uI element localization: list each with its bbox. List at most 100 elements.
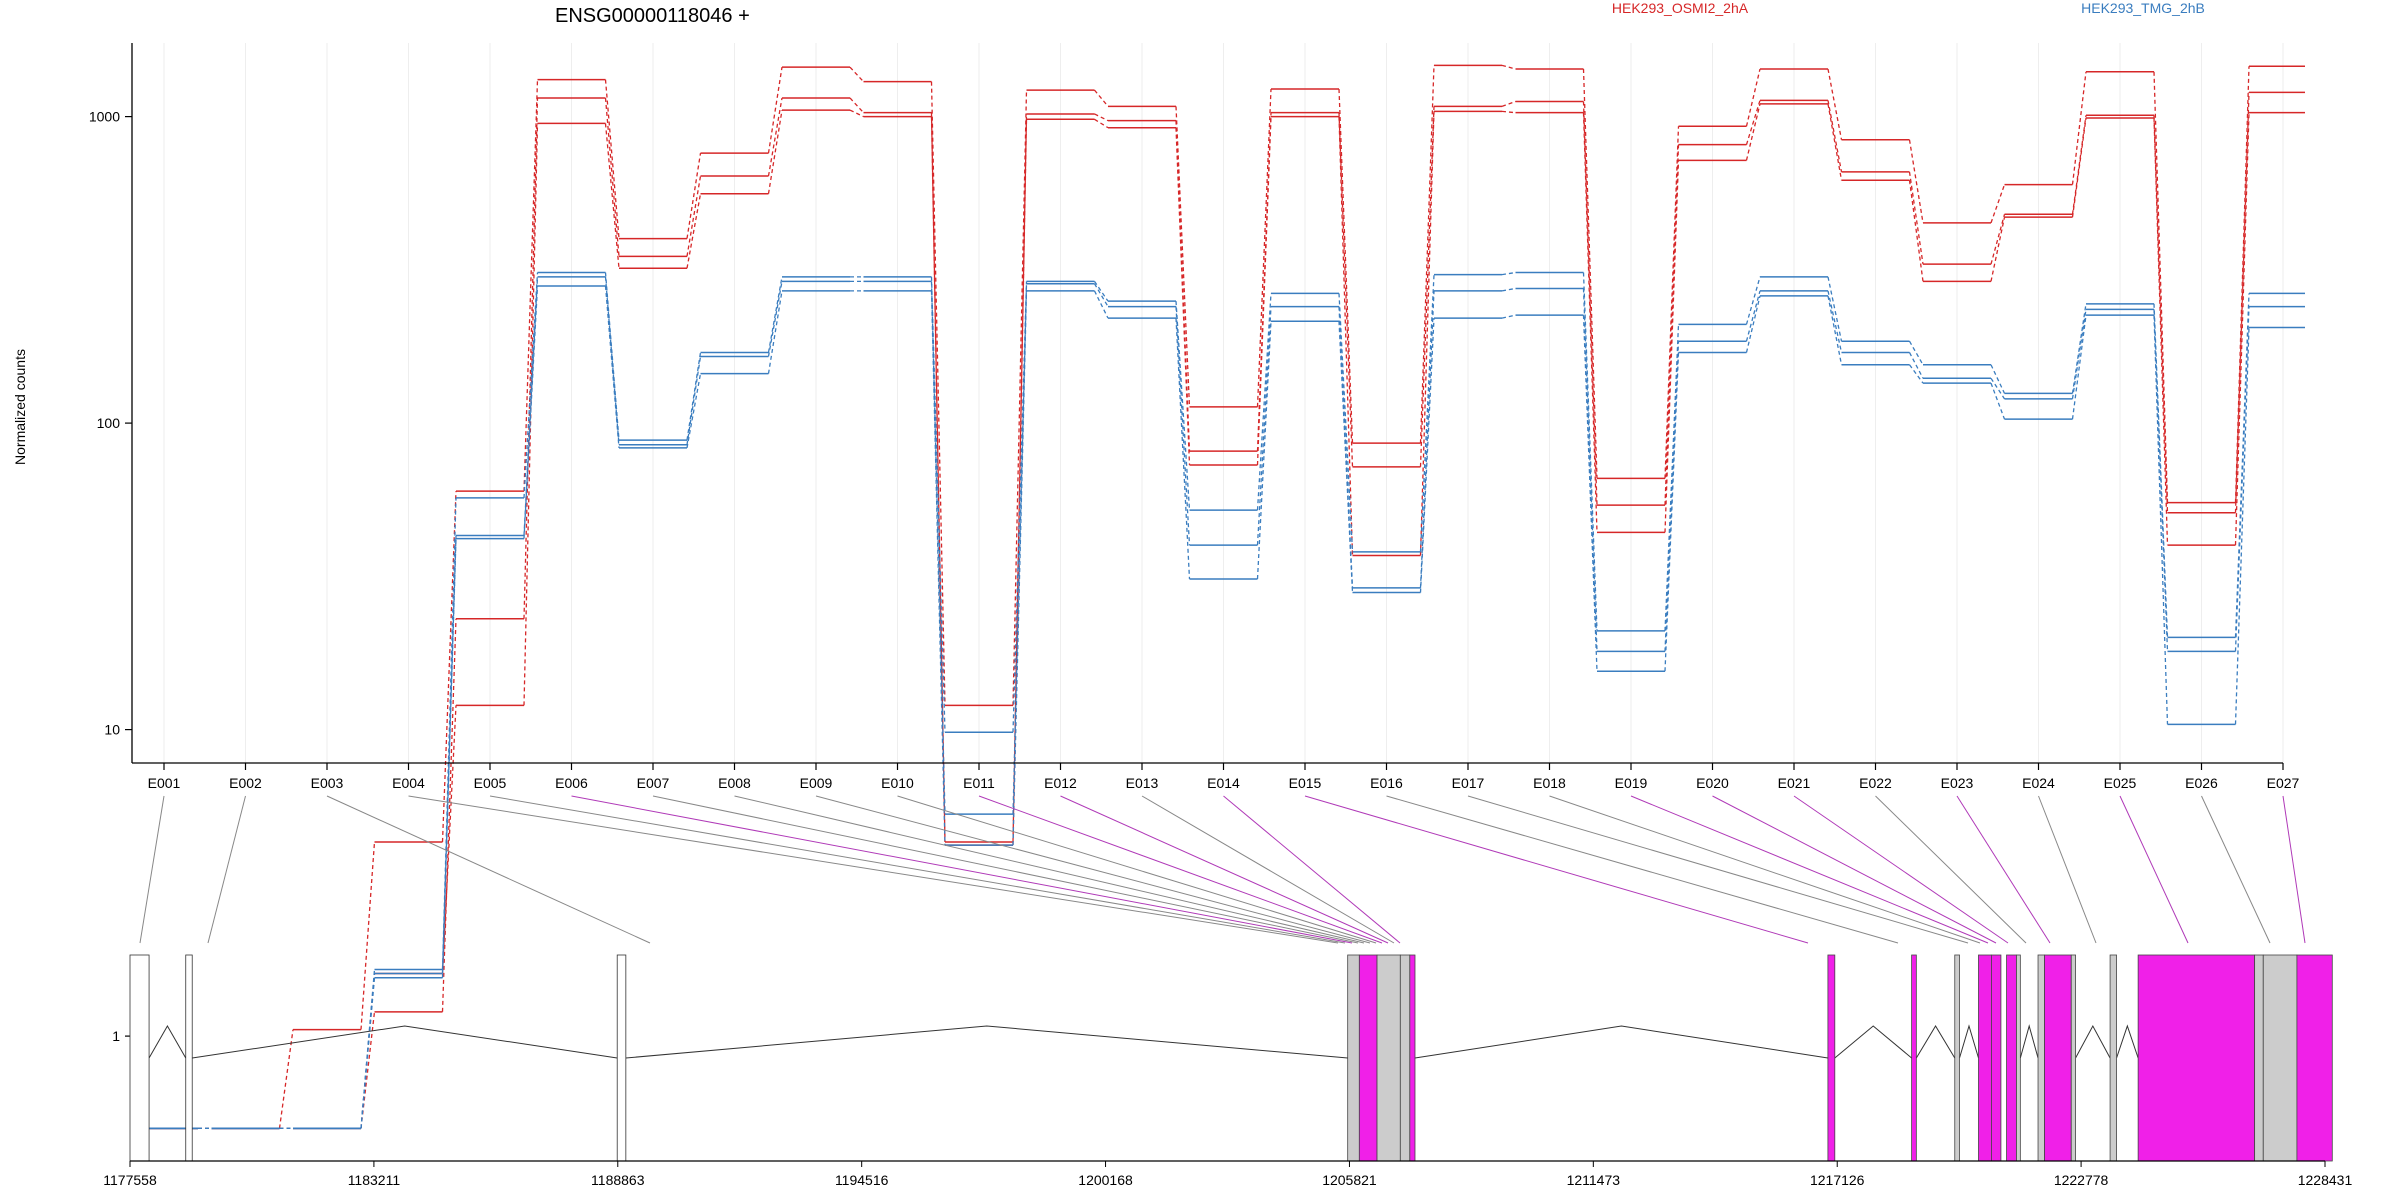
series-riser [2071,309,2087,399]
exon-connector [1467,795,1969,944]
x-tick-label: E008 [718,775,751,791]
series-riser [1175,318,1191,580]
series-riser [1908,364,1924,384]
series-riser [523,97,539,619]
series-riser [1664,341,1680,652]
coordinate-label: 1200168 [1078,1172,1133,1188]
x-tick-label: E004 [392,775,425,791]
x-tick-label: E023 [1941,775,1974,791]
series-riser [604,97,620,257]
x-tick-label: E017 [1452,775,1485,791]
series-riser [1419,65,1435,444]
exon-block [1911,954,1917,1162]
series-riser [1501,64,1516,70]
series-riser [1419,290,1435,588]
series-riser [1990,364,2006,394]
series-riser [930,81,946,706]
exon-block [2044,954,2072,1162]
exon-block [2006,954,2017,1162]
exon-connector [897,795,1377,944]
series-riser [1582,288,1598,652]
series-riser [441,535,457,974]
series-riser [523,79,539,492]
series-riser [767,290,783,374]
x-tick-label: E012 [1044,775,1077,791]
coordinate-label: 1222778 [2054,1172,2109,1188]
series-riser [686,352,702,441]
series-riser [360,969,376,1129]
series-riser [1094,113,1109,122]
intron [1834,1025,1912,1059]
exon-connectors [139,795,2306,944]
intron [1414,1025,1828,1059]
exon-block [2016,954,2021,1162]
intron [148,1024,187,1059]
series-riser [1827,100,1843,173]
series-riser [1745,295,1761,353]
series-riser [1827,290,1843,353]
series-riser [1012,119,1028,846]
exon-block [1991,954,2002,1162]
legend: HEK293_OSMI2_2hA HEK293_TMG_2hB [1612,0,2205,16]
exon-connector [1793,795,2009,944]
legend-entry: HEK293_OSMI2_2hA [1612,0,1749,16]
series-riser [441,705,457,974]
series-riser [2234,112,2250,546]
series-riser [2071,115,2087,215]
series-riser [1012,90,1028,706]
x-tick-label: E006 [555,775,588,791]
x-tick-label: E001 [148,775,181,791]
series-riser [1664,160,1680,533]
series-riser [1419,318,1435,593]
coordinate-label: 1217126 [1810,1172,1865,1188]
exon-connector [978,795,1383,944]
x-tick-label: E025 [2104,775,2137,791]
intron [625,1025,1348,1059]
x-tick-label: E011 [963,775,995,791]
intron [2116,1024,2139,1059]
series-riser [1908,139,1924,223]
series-riser [849,109,864,118]
exon-block [1376,954,1401,1162]
x-tick-label: E009 [800,775,833,791]
exon-block [1954,954,1960,1162]
series-riser [441,618,457,1012]
series-riser [1908,171,1924,265]
series-riser [360,841,376,1030]
series-riser [523,123,539,706]
series-riser [1990,216,2006,282]
exon-connector [139,795,165,944]
exon-block [616,954,627,1162]
series-riser [2071,117,2087,218]
series-riser [930,276,946,733]
x-tick-label: E016 [1370,775,1403,791]
exon-connector [326,795,651,944]
series-riser [1094,89,1109,107]
exon-connector [734,795,1365,944]
series-riser [1664,144,1680,506]
series-riser [1745,103,1761,161]
intron [1915,1025,1956,1059]
series-riser [2153,315,2169,725]
series-riser [686,153,702,239]
exon-connector [652,795,1359,944]
exon-block [2137,954,2256,1162]
exon-connector [1141,795,1395,944]
series-riser [1012,290,1028,846]
exon-connector [2119,795,2189,944]
exon-connector [1630,795,1989,944]
exon-block [2254,954,2264,1162]
gene-model: 1177558 1183211 1188863 1194516 1200168 12058… [103,954,2352,1188]
exon-connector [489,795,1346,944]
exon-connector [2038,795,2097,944]
series-riser [1094,118,1109,129]
series-riser [1175,120,1191,452]
series-riser [1908,180,1924,282]
series-riser [686,193,702,269]
x-tick-label: E020 [1696,775,1729,791]
series-riser [1664,126,1680,479]
x-tick-label: E026 [2185,775,2218,791]
coordinate-label: 1183211 [348,1172,401,1188]
series-riser [1501,287,1516,292]
